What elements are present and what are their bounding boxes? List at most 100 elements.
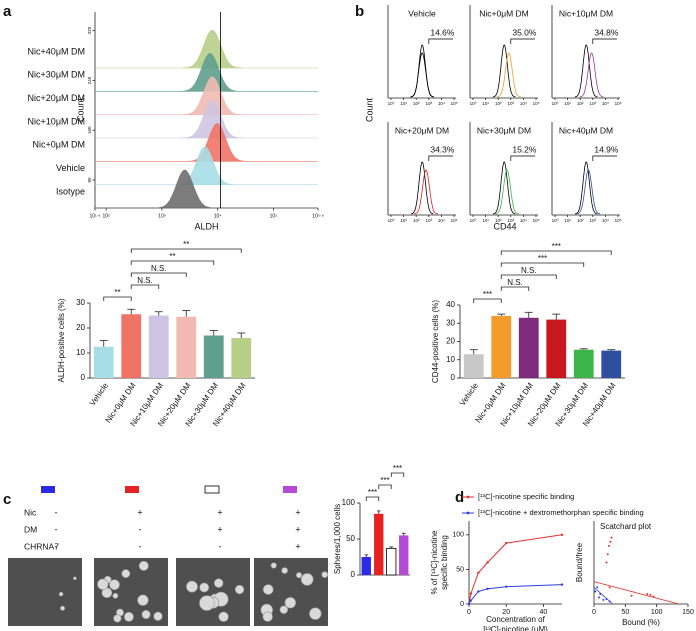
sphere <box>112 592 119 599</box>
condition-sign: + <box>137 507 142 517</box>
x-tick-label: 10¹ <box>564 218 571 223</box>
gate <box>510 38 535 44</box>
panel-title: Nic+10μM DM <box>559 8 613 18</box>
significance-bracket <box>500 274 557 279</box>
x-tick-label: 50 <box>621 609 629 616</box>
sphere <box>309 607 322 620</box>
point <box>596 586 599 589</box>
x-tick-label: 10² <box>103 213 111 219</box>
panel-label: b <box>355 3 364 20</box>
significance-label: *** <box>380 476 389 485</box>
x-tick-label: 10³ <box>426 101 433 106</box>
histogram <box>182 29 242 69</box>
bar <box>491 315 512 378</box>
sphere <box>199 595 215 611</box>
y-tick-label: 100 <box>342 498 356 507</box>
y-tick-label: 10 <box>446 355 455 364</box>
sample-histogram <box>579 52 604 98</box>
series-label: Isotype <box>56 186 85 196</box>
point <box>649 593 652 596</box>
histogram <box>155 169 215 209</box>
bar <box>601 350 622 378</box>
x-tick-label: 10⁴ <box>438 218 445 223</box>
significance-bracket <box>130 260 215 265</box>
series-label: Vehicle <box>56 163 85 173</box>
y-axis-label: Bound/free <box>575 542 584 582</box>
y-tick-label: 10 <box>76 348 85 357</box>
significance-bracket <box>500 250 612 255</box>
control-histogram <box>574 161 598 215</box>
x-tick-label: 10⁴ <box>520 218 527 223</box>
y-axis-label: ALDH-positive cells (%) <box>57 298 66 382</box>
x-tick-label: 10¹ <box>400 218 407 223</box>
condition-sign: - <box>219 541 222 551</box>
x-tick-label: 10⁴ <box>214 213 222 219</box>
percent-label: 34.3% <box>430 144 455 154</box>
gate <box>428 38 453 44</box>
x-tick-label: 10⁴ <box>520 101 527 106</box>
percent-label: 14.9% <box>594 144 619 154</box>
y-tick-label: 0 <box>81 373 86 382</box>
sphere <box>213 578 224 588</box>
x-tick-label: 10⁵·⁸ <box>312 213 323 219</box>
x-tick-label: 0 <box>592 609 596 616</box>
x-tick-label: 10⁴ <box>602 218 609 223</box>
significance-label: ** <box>114 288 120 297</box>
y-tick-label: 20 <box>76 323 85 332</box>
y-tick-label: 0 <box>351 570 356 579</box>
condition-swatch <box>204 485 220 494</box>
sphere <box>58 591 64 597</box>
significance-label: N.S. <box>507 278 523 287</box>
y-tick-label: 30 <box>76 298 85 307</box>
x-tick-label: 100 <box>651 609 663 616</box>
y-axis-label: % of [¹³C]-nicotine <box>430 530 439 595</box>
control-histogram <box>492 161 516 215</box>
x-tick-label: 10¹·⁸ <box>89 213 100 219</box>
point <box>599 593 602 596</box>
significance-label: ** <box>169 252 175 261</box>
sphere <box>199 582 210 593</box>
condition-sign: - <box>139 541 142 551</box>
x-tick-label: 10² <box>495 101 502 106</box>
percent-label: 14.6% <box>430 27 455 37</box>
sphere <box>73 576 77 581</box>
point <box>477 571 480 575</box>
point <box>605 598 608 601</box>
y-tick-label: 0 <box>451 373 456 382</box>
y-tick-label: 80 <box>87 177 92 183</box>
percent-label: 34.8% <box>594 27 619 37</box>
y-axis-label: Count <box>75 98 85 123</box>
sphere <box>234 584 245 595</box>
x-tick-label: 10⁵ <box>451 218 458 223</box>
significance-bracket <box>390 472 405 477</box>
x-tick-label: 10⁵ <box>615 218 622 223</box>
point <box>646 593 649 596</box>
x-tick-label: 150 <box>682 609 694 616</box>
y-axis-label: specific binding <box>440 535 449 590</box>
significance-label: *** <box>393 464 402 473</box>
x-tick-label: 10³ <box>508 101 515 106</box>
percent-label: 35.0% <box>512 27 537 37</box>
fit-line <box>593 581 679 605</box>
point <box>467 602 471 606</box>
x-tick-label: 10² <box>577 101 584 106</box>
significance-label: ** <box>183 240 189 249</box>
bar <box>463 354 484 378</box>
series-label: Nic+40μM DM <box>28 46 85 56</box>
sphere <box>300 573 314 586</box>
panel-title: Nic+20μM DM <box>395 125 449 135</box>
sphere <box>262 584 274 595</box>
x-tick-label: 10⁰ <box>470 218 477 223</box>
bar <box>93 346 114 378</box>
significance-bracket <box>103 296 132 301</box>
percent-label: 15.2% <box>512 144 537 154</box>
x-tick-label: 10⁵ <box>533 218 540 223</box>
y-tick-label: 30 <box>446 318 455 327</box>
x-tick-label: 10² <box>577 218 584 223</box>
x-tick-label: 10⁵ <box>615 101 622 106</box>
x-tick-label: 10⁰ <box>552 218 559 223</box>
x-tick-label: 10¹ <box>482 218 489 223</box>
sphere <box>279 605 289 614</box>
y-tick-label: 240 <box>87 76 92 84</box>
bar <box>203 335 224 378</box>
